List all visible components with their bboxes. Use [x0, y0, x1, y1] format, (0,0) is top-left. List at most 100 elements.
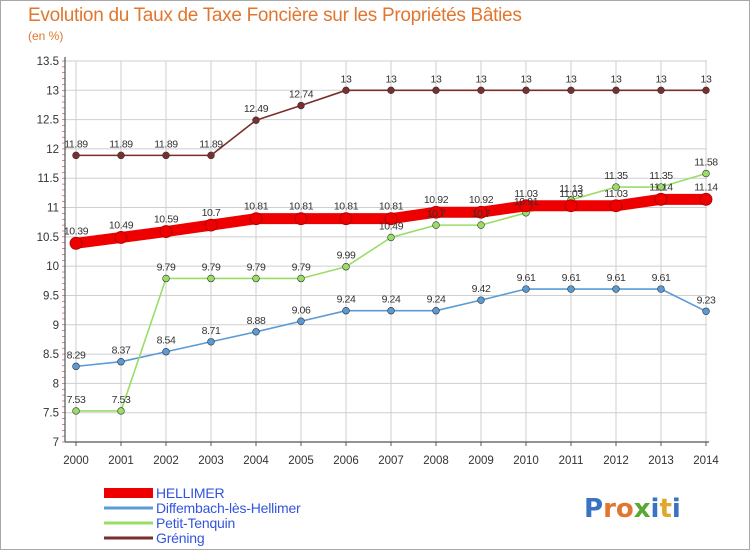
x-tick-label: 2014	[693, 455, 719, 467]
legend-item: Petit-Tenquin	[104, 515, 235, 531]
y-tick-label: 12.5	[37, 115, 59, 127]
y-tick-label: 10	[46, 261, 59, 273]
data-point	[342, 86, 350, 95]
data-point	[117, 407, 125, 415]
data-label: 13	[701, 73, 712, 85]
data-point	[162, 151, 170, 160]
data-label: 13	[611, 73, 622, 85]
data-point	[114, 231, 128, 244]
legend: HELLIMERDiffembach-lès-HellimerPetit-Ten…	[104, 485, 301, 546]
data-label: 9.42	[472, 283, 491, 295]
y-tick-label: 8.5	[43, 349, 59, 361]
series-gr-ning	[72, 86, 710, 160]
data-point	[477, 86, 485, 95]
legend-label: Diffembach-lès-Hellimer	[156, 500, 301, 516]
data-label: 13	[476, 73, 487, 85]
data-label: 10.39	[64, 225, 89, 237]
data-label: 12.74	[289, 89, 314, 101]
legend-label: Gréning	[156, 530, 204, 546]
data-point	[342, 263, 350, 271]
data-point	[657, 183, 665, 191]
data-point	[567, 86, 575, 95]
data-point	[432, 86, 440, 95]
data-point	[162, 348, 170, 356]
y-tick-label: 13	[46, 85, 59, 97]
data-label: 13	[656, 73, 667, 85]
data-label: 9.61	[652, 272, 671, 284]
x-tick-label: 2011	[559, 455, 584, 467]
y-tick-label: 8	[53, 378, 59, 390]
x-tick-label: 2007	[378, 455, 404, 467]
data-label: 10.81	[379, 201, 404, 213]
data-label: 10.7	[202, 207, 221, 219]
x-tick-label: 2010	[513, 455, 539, 467]
legend-swatch	[104, 521, 153, 525]
legend-item: Gréning	[104, 530, 205, 546]
watermark-letter: i	[651, 494, 660, 524]
watermark-logo: Proxiti	[584, 494, 681, 524]
data-point	[477, 296, 485, 304]
data-point	[204, 218, 218, 232]
data-label: 11.58	[694, 157, 718, 169]
data-label: 10.92	[469, 194, 494, 206]
data-label: 10.7	[427, 208, 446, 220]
data-label: 8.29	[67, 349, 86, 361]
x-tick-label: 2000	[63, 455, 89, 467]
data-label: 9.79	[292, 261, 311, 273]
series-petit-tenquin	[72, 169, 710, 415]
y-tick-label: 7.5	[43, 408, 59, 420]
data-point	[297, 274, 305, 283]
data-point	[159, 225, 173, 238]
watermark-letter: i	[672, 494, 681, 524]
data-label: 11.35	[604, 170, 628, 182]
data-point	[567, 285, 575, 293]
data-point	[387, 233, 395, 242]
x-tick-label: 2012	[603, 455, 629, 467]
y-tick-label: 7	[53, 437, 59, 449]
data-label: 10.81	[334, 201, 359, 213]
x-tick-label: 2013	[648, 455, 674, 467]
y-tick-label: 12	[46, 144, 59, 156]
data-point	[387, 307, 395, 315]
data-label: 13	[386, 73, 397, 85]
y-tick-label: 9	[53, 320, 59, 332]
data-point	[612, 86, 620, 95]
data-point	[477, 221, 485, 229]
series-hellimer	[69, 192, 713, 250]
data-point	[72, 362, 80, 371]
data-label: 9.06	[292, 304, 311, 316]
series-diffembach-l-s-hellimer	[72, 285, 710, 371]
data-label: 13	[566, 73, 577, 85]
data-label: 9.79	[247, 261, 266, 273]
data-label: 9.61	[517, 272, 536, 284]
data-point	[72, 151, 80, 160]
x-tick-label: 2005	[288, 455, 314, 467]
data-point	[657, 86, 665, 95]
data-point	[564, 199, 578, 213]
legend-item: HELLIMER	[104, 485, 225, 501]
y-tick-label: 11	[47, 203, 59, 215]
data-label: 8.37	[112, 345, 131, 357]
data-label: 13	[341, 73, 352, 85]
x-tick-label: 2002	[153, 455, 179, 467]
data-point	[702, 169, 710, 178]
data-point	[249, 212, 263, 226]
data-point	[612, 285, 620, 293]
y-tick-label: 13.5	[37, 56, 59, 68]
data-point	[297, 317, 305, 325]
data-point	[252, 274, 260, 283]
grid-layer	[65, 60, 707, 443]
data-point	[162, 274, 170, 283]
data-label: 9.23	[697, 294, 716, 306]
data-point	[702, 307, 710, 315]
watermark-letter: r	[603, 494, 616, 524]
data-label: 10.49	[379, 220, 404, 232]
legend-label: HELLIMER	[156, 485, 225, 501]
watermark-letter: o	[616, 494, 634, 524]
data-point	[294, 212, 308, 226]
legend-swatch	[104, 506, 153, 510]
legend-swatch	[104, 488, 153, 498]
data-point	[657, 285, 665, 293]
